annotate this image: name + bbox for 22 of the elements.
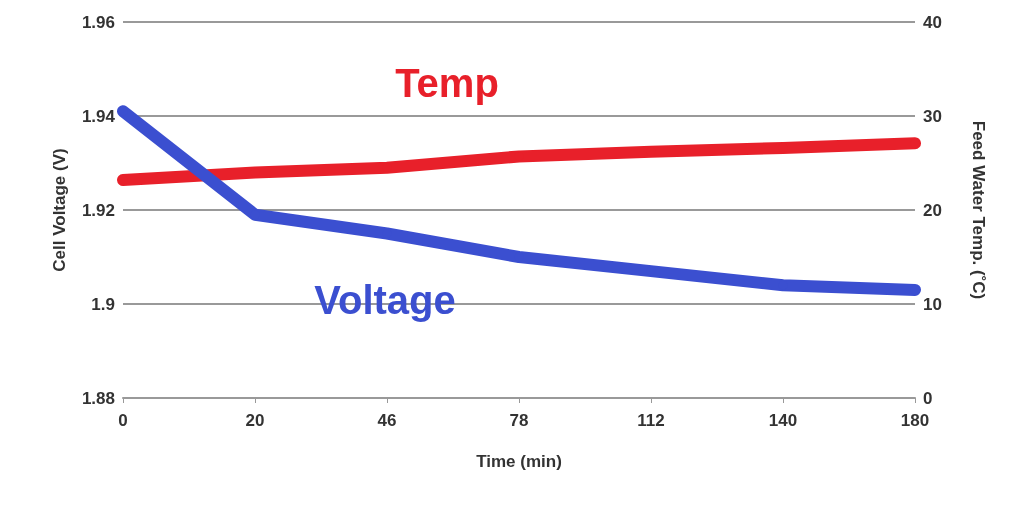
series-label: Voltage [314,278,456,323]
y2-tick-label: 20 [923,200,942,220]
y2-tick-label: 0 [923,388,933,408]
x-tick-label: 0 [118,411,128,430]
x-tick-label: 112 [637,411,665,430]
x-tick-label: 140 [768,411,798,430]
y-tick-label: 1.9 [91,294,115,314]
x-axis-title: Time (min) [476,452,562,471]
y-tick-label: 1.88 [81,388,115,408]
x-tick-label: 78 [509,411,529,430]
y-axis-title: Cell Voltage (V) [50,148,69,272]
y-tick-label: 1.92 [81,200,115,220]
y-tick-label: 1.96 [81,12,115,32]
x-tick-label: 20 [245,411,265,430]
y2-tick-label: 10 [923,294,942,314]
series-label: Temp [395,61,499,106]
x-tick-label: 46 [377,411,397,430]
y2-axis-title: Feed Water Temp. (˚C) [969,120,988,300]
y2-tick-label: 40 [923,12,942,32]
y-tick-label: 1.94 [81,106,116,126]
y2-tick-label: 30 [923,106,942,126]
x-tick-label: 180 [900,411,930,430]
